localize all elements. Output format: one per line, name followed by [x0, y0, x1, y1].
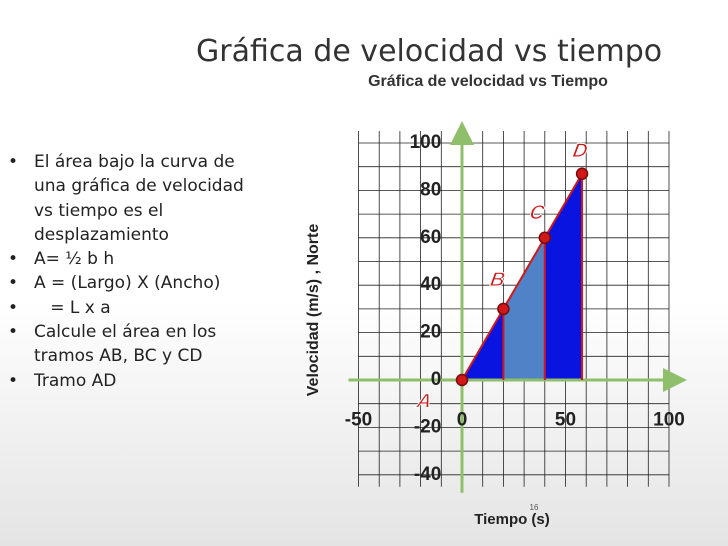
- highlight-area: [503, 237, 545, 380]
- y-tick-label: -40: [414, 464, 441, 485]
- point: [538, 231, 552, 245]
- point: [497, 302, 510, 316]
- y-tick-label: 20: [420, 322, 441, 343]
- point-label: C: [528, 202, 547, 224]
- slide-title: Gráfica de velocidad vs tiempo: [196, 34, 663, 69]
- x-tick-label: 0: [457, 409, 468, 430]
- bullet-list: El área bajo la curva de una gráfica de …: [6, 150, 268, 393]
- bullet: Tramo AD: [6, 369, 268, 394]
- point-label: D: [571, 140, 589, 162]
- point: [455, 373, 469, 387]
- y-tick-label: -20: [414, 416, 441, 437]
- y-tick-label: 80: [420, 179, 441, 200]
- x-axis-title: Tiempo (s): [474, 511, 550, 528]
- bullet: El área bajo la curva de una gráfica de …: [6, 150, 268, 247]
- y-tick-label: 40: [420, 274, 441, 295]
- y-tick-label: 100: [410, 132, 442, 153]
- x-tick-label: 50: [555, 409, 576, 430]
- line: [461, 173, 583, 381]
- x-tick-label: -50: [345, 409, 372, 430]
- page-number: 16: [530, 503, 539, 512]
- y-tick-label: 0: [431, 369, 442, 390]
- point-label: A: [414, 390, 433, 412]
- bullet: A= ½ b h: [6, 247, 268, 272]
- point-label: B: [488, 269, 506, 291]
- chart-title: Gráfica de velocidad vs Tiempo: [368, 73, 608, 90]
- y-tick-label: 60: [420, 227, 441, 248]
- bullet: A = (Largo) X (Ancho): [6, 271, 268, 296]
- x-tick-label: 100: [653, 409, 685, 430]
- y-axis-title: Velocidad (m/s) , Norte: [305, 224, 322, 397]
- point: [575, 167, 589, 181]
- bullet: Calcule el área en los tramos AB, BC y C…: [6, 320, 268, 369]
- bullet: = L x a: [6, 296, 268, 321]
